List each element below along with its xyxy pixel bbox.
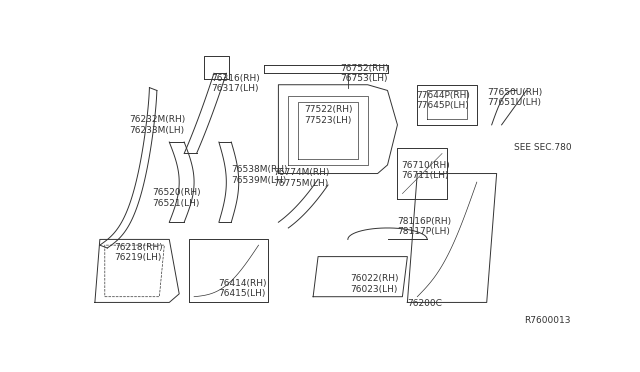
- Text: 76232M(RH)
76233M(LH): 76232M(RH) 76233M(LH): [129, 115, 186, 135]
- Text: 77650U(RH)
77651U(LH): 77650U(RH) 77651U(LH): [486, 88, 542, 108]
- Text: 77522(RH)
77523(LH): 77522(RH) 77523(LH): [305, 105, 353, 125]
- Text: SEE SEC.780: SEE SEC.780: [514, 143, 572, 152]
- Text: 76022(RH)
76023(LH): 76022(RH) 76023(LH): [350, 274, 399, 294]
- Text: 76218(RH)
76219(LH): 76218(RH) 76219(LH): [114, 243, 163, 262]
- Text: 78116P(RH)
78117P(LH): 78116P(RH) 78117P(LH): [397, 217, 452, 236]
- Text: 76414(RH)
76415(LH): 76414(RH) 76415(LH): [218, 279, 266, 298]
- Text: 76200C: 76200C: [408, 299, 442, 308]
- Text: 77644P(RH)
77645P(LH): 77644P(RH) 77645P(LH): [416, 91, 470, 110]
- Text: 76316(RH)
76317(LH): 76316(RH) 76317(LH): [211, 74, 260, 93]
- Text: R7600013: R7600013: [524, 316, 570, 325]
- Text: 76752(RH)
76753(LH): 76752(RH) 76753(LH): [340, 64, 389, 83]
- Text: 76538M(RH)
76539M(LH): 76538M(RH) 76539M(LH): [231, 165, 288, 185]
- Text: 76710(RH)
76711(LH): 76710(RH) 76711(LH): [401, 161, 450, 180]
- Text: 76520(RH)
76521(LH): 76520(RH) 76521(LH): [152, 188, 200, 208]
- Text: 76774M(RH)
76775M(LH): 76774M(RH) 76775M(LH): [273, 168, 330, 187]
